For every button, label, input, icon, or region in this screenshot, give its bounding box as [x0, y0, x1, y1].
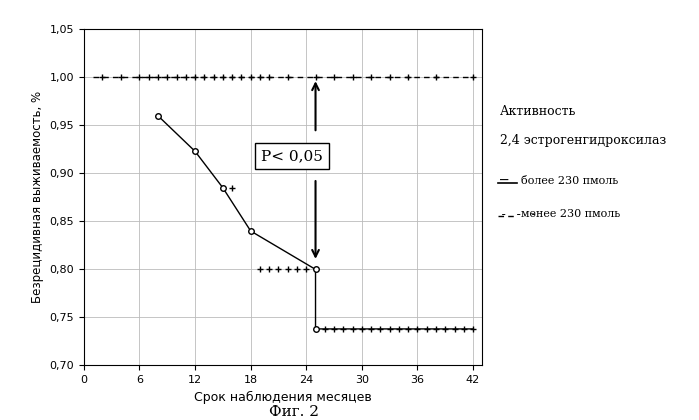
Text: —: — [500, 173, 508, 188]
Text: Фиг. 2: Фиг. 2 [268, 405, 319, 419]
Y-axis label: Безрецидивная выживаемость, %: Безрецидивная выживаемость, % [31, 91, 44, 304]
Text: P< 0,05: P< 0,05 [261, 149, 324, 163]
Text: - - -: - - - [500, 208, 538, 221]
Text: Активность: Активность [500, 105, 576, 118]
Text: менее 230 пмоль: менее 230 пмоль [521, 209, 620, 219]
Text: 2,4 эстрогенгидроксилаз: 2,4 эстрогенгидроксилаз [500, 134, 666, 147]
X-axis label: Срок наблюдения месяцев: Срок наблюдения месяцев [194, 391, 372, 404]
Text: более 230 пмоль: более 230 пмоль [521, 176, 618, 186]
